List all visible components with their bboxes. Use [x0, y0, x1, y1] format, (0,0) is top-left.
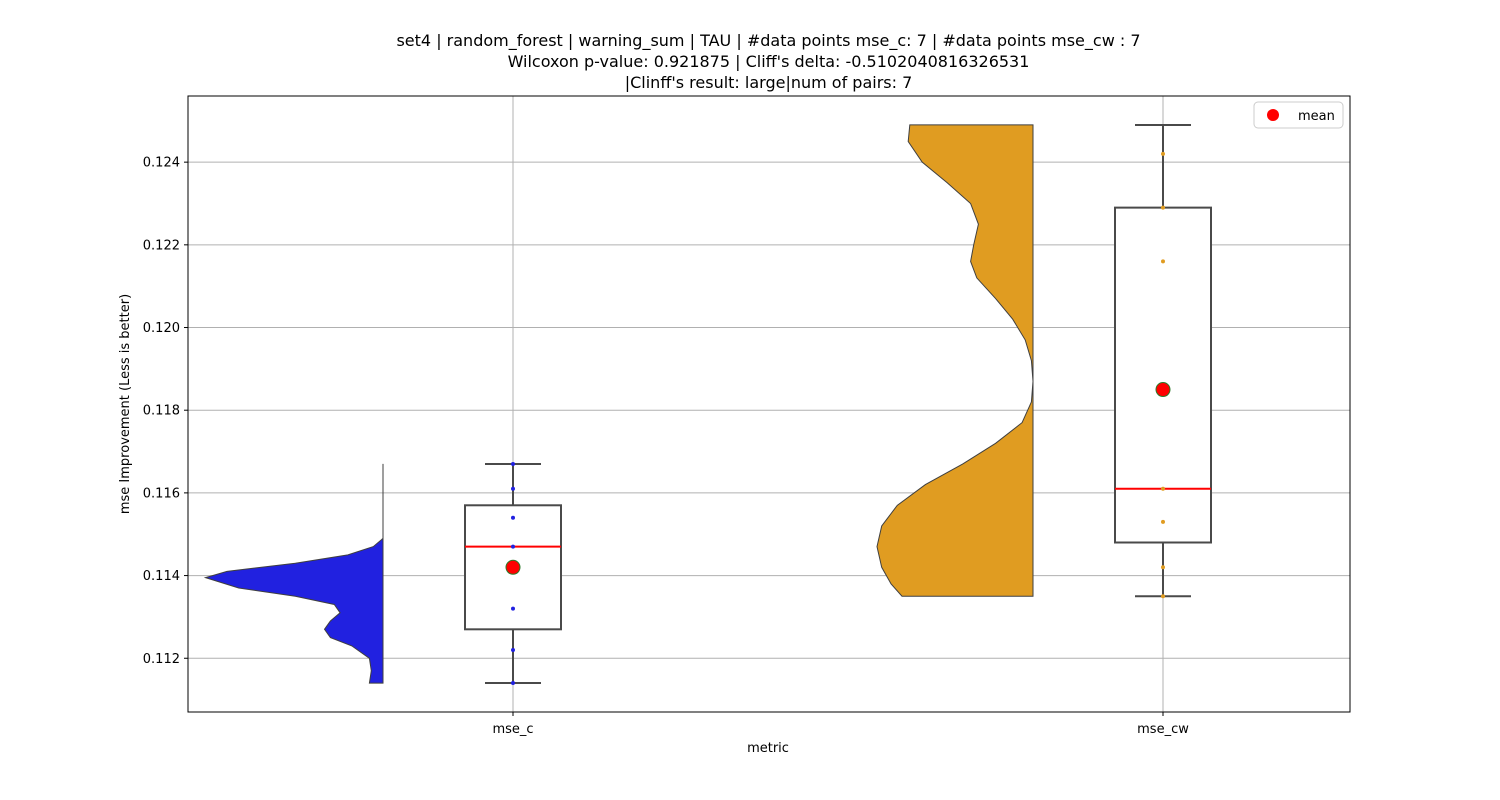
data-point-mse_cw: [1161, 151, 1165, 156]
data-point-mse_cw: [1161, 519, 1165, 524]
plot-frame: [187, 95, 1351, 713]
box-mse_cw: [1114, 206, 1212, 544]
axes-layer: 0.112 0.114 0.116 0.118 0.120 0.122 0.124 mse_c…: [143, 156, 1189, 737]
violin-layer: [203, 124, 1034, 684]
y-tick-label: 0.120: [143, 321, 180, 336]
data-point-mse_cw: [1161, 205, 1165, 210]
data-point-mse_c: [511, 681, 515, 686]
x-tick-label-mse_cw: mse_cw: [1137, 722, 1189, 737]
legend-box: [1253, 101, 1344, 129]
data-point-mse_c: [511, 515, 515, 520]
data-point-mse_cw: [1161, 259, 1165, 264]
x-tick-label-mse_c: mse_c: [492, 722, 533, 737]
mean-marker-mse_c: [505, 559, 521, 575]
mean-marker-mse_cw: [1155, 382, 1171, 398]
y-axis-label: mse Improvement (Less is better): [118, 294, 133, 514]
legend: mean: [1253, 101, 1344, 129]
box-layer: [464, 123, 1212, 685]
y-tick-label: 0.118: [143, 404, 180, 419]
data-point-mse_c: [511, 461, 515, 466]
data-point-mse_c: [511, 606, 515, 611]
data-point-mse_c: [511, 486, 515, 491]
chart-title-line-3: |Clinff's result: large|num of pairs: 7: [624, 73, 913, 92]
data-point-mse_c: [511, 647, 515, 652]
legend-mean-marker: [1267, 109, 1279, 121]
y-tick-label: 0.124: [143, 156, 180, 171]
chart-title-line-2: Wilcoxon p-value: 0.921875 | Cliff's del…: [507, 52, 1030, 71]
data-point-mse_c: [511, 544, 515, 549]
y-tick-label: 0.112: [143, 652, 180, 667]
legend-mean-label: mean: [1298, 109, 1335, 124]
y-tick-label: 0.114: [143, 569, 180, 584]
data-point-mse_cw: [1161, 594, 1165, 599]
data-point-mse_cw: [1161, 565, 1165, 570]
y-tick-label: 0.122: [143, 238, 180, 253]
data-point-mse_cw: [1161, 486, 1165, 491]
chart-title-line-1: set4 | random_forest | warning_sum | TAU…: [396, 31, 1141, 50]
x-axis-label: metric: [747, 741, 789, 756]
points-layer: [505, 151, 1171, 686]
violin-mse_cw: [876, 124, 1034, 597]
violin-mse_c: [203, 463, 384, 684]
y-tick-label: 0.116: [143, 486, 180, 501]
